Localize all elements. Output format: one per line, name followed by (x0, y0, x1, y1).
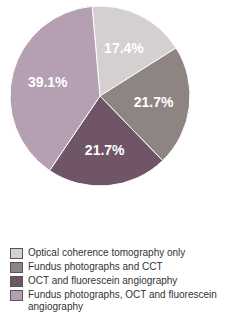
svg-text:39.1%: 39.1% (28, 74, 68, 90)
html-text:Fundus photographs and CCT: Fundus photographs and CCT (28, 261, 163, 272)
html-text:OCT and fluorescein angiograph: OCT and fluorescein angiography (28, 275, 178, 286)
html-text:Fundus photographs, OCT and fl: Fundus photographs, OCT and fluorescein … (28, 289, 217, 312)
html-text:Optical coherence tomography o: Optical coherence tomography only (28, 247, 186, 258)
svg-text:21.7%: 21.7% (85, 142, 125, 158)
svg-text:21.7%: 21.7% (134, 94, 174, 110)
svg-text:17.4%: 17.4% (104, 40, 144, 56)
